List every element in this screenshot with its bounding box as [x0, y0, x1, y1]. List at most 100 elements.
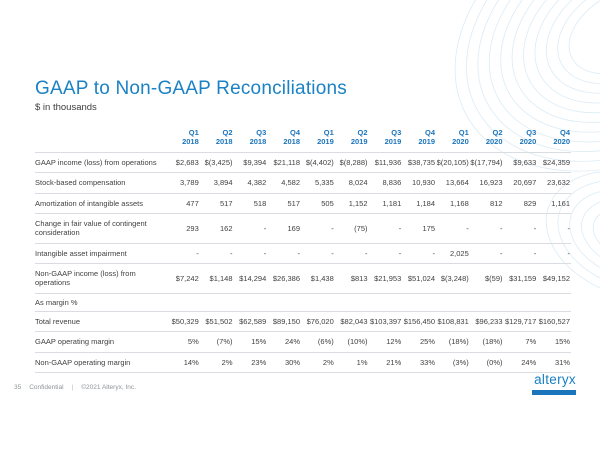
table-row: Non-GAAP operating margin 14% 2% 23% 30% 2% 1%…	[35, 352, 571, 373]
year-label: 2018	[182, 137, 199, 147]
row-label: Amortization of intangible assets	[35, 198, 143, 208]
alteryx-logo: alteryx	[532, 372, 576, 395]
table-cell: $(3,248)	[440, 273, 469, 283]
column-header: Q1 2019	[301, 126, 335, 152]
row-label: Intangible asset impairment	[35, 248, 127, 258]
table-cell: 2%	[221, 357, 233, 367]
alteryx-wordmark: alteryx	[534, 372, 576, 387]
table-cell: -	[567, 223, 571, 233]
table-cell: 4,382	[247, 178, 267, 188]
year-label: 2020	[519, 137, 537, 147]
year-label: 2020	[553, 137, 570, 147]
table-cell: 7%	[525, 337, 537, 347]
table-cell: 5%	[187, 337, 199, 347]
table-cell: -	[533, 248, 537, 258]
quarter-label: Q3	[256, 128, 267, 137]
table-cell: -	[331, 223, 334, 233]
table-cell: (10%)	[347, 337, 368, 347]
table-cell: (3%)	[452, 357, 469, 367]
table-cell: -	[500, 223, 503, 233]
year-label: 2018	[283, 137, 300, 147]
quarter-label: Q4	[559, 128, 570, 137]
year-label: 2020	[485, 137, 503, 147]
table-cell: $(3,425)	[204, 157, 233, 167]
table-cell: 8,024	[348, 178, 368, 188]
row-label: GAAP income (loss) from operations	[35, 157, 157, 167]
table-cell: 1,181	[382, 198, 402, 208]
table-cell: 16,923	[479, 178, 503, 188]
table-cell: 25%	[419, 337, 435, 347]
column-header: Q4 2020	[537, 126, 571, 152]
logo-underline-bar	[532, 390, 576, 395]
footer-separator: |	[71, 384, 74, 391]
table-cell: -	[500, 248, 503, 258]
table-cell: 175	[422, 223, 435, 233]
reconciliation-table-container: Q1 2018 Q2 2018 Q3 2018 Q4 2018 Q1 2019 Q2 2019 Q3 20…	[35, 126, 571, 373]
quarter-label: Q4	[289, 128, 300, 137]
table-cell: $51,024	[407, 273, 435, 283]
table-cell: 3,789	[179, 178, 199, 188]
row-label: Non-GAAP operating margin	[35, 357, 131, 367]
table-cell: 23,632	[547, 178, 570, 188]
column-header: Q4 2019	[402, 126, 436, 152]
table-cell: 1,184	[416, 198, 435, 208]
table-cell: 14%	[183, 357, 199, 367]
table-cell: 4,582	[281, 178, 300, 188]
year-label: 2019	[384, 137, 402, 147]
section-row: As margin %	[35, 293, 571, 311]
table-cell: 517	[287, 198, 300, 208]
footer-copyright: ©2021 Alteryx, Inc.	[81, 384, 136, 391]
quarter-label: Q1	[323, 128, 334, 137]
page-title: GAAP to Non-GAAP Reconciliations	[35, 78, 347, 99]
table-cell: $31,159	[509, 273, 537, 283]
table-cell: 293	[186, 223, 199, 233]
table-cell: $108,831	[437, 316, 469, 326]
table-cell: $11,936	[374, 157, 402, 167]
table-cell: (75)	[354, 223, 368, 233]
table-row: GAAP operating margin 5% (7%) 15% 24% (6%) (10…	[35, 331, 571, 352]
quarter-label: Q2	[222, 128, 233, 137]
table-cell: $62,589	[239, 316, 267, 326]
table-cell: $50,329	[171, 316, 199, 326]
table-cell: -	[466, 223, 469, 233]
table-cell: $76,020	[306, 316, 334, 326]
table-cell: $(59)	[484, 273, 503, 283]
table-cell: 812	[489, 198, 503, 208]
table-cell: $9,394	[243, 157, 267, 167]
header-spacer	[35, 126, 166, 152]
table-cell: $49,152	[542, 273, 570, 283]
table-cell: $129,717	[504, 316, 537, 326]
table-row: GAAP income (loss) from operations $2,683…	[35, 152, 571, 172]
table-cell: -	[263, 248, 267, 258]
table-cell: $24,359	[542, 157, 570, 167]
table-cell: -	[196, 248, 199, 258]
table-cell: $813	[350, 273, 368, 283]
table-cell: (0%)	[486, 357, 503, 367]
table-cell: $21,118	[273, 157, 300, 167]
table-cell: 23%	[251, 357, 267, 367]
table-row: Stock-based compensation 3,789 3,894 4,382 4…	[35, 172, 571, 193]
subtitle: $ in thousands	[35, 102, 97, 113]
year-label: 2018	[249, 137, 267, 147]
column-header: Q4 2018	[267, 126, 301, 152]
table-cell: -	[398, 223, 402, 233]
column-header: Q2 2020	[470, 126, 504, 152]
table-cell: 20,697	[513, 178, 537, 188]
table-cell: 3,894	[213, 178, 233, 188]
quarter-label: Q3	[526, 128, 537, 137]
footer: 35 Confidential | ©2021 Alteryx, Inc.	[14, 384, 136, 391]
table-cell: $21,953	[374, 273, 402, 283]
table-cell: 1,152	[348, 198, 368, 208]
table-cell: (6%)	[317, 337, 334, 347]
row-label: Non-GAAP income (loss) from operations	[35, 269, 136, 288]
table-row: Non-GAAP income (loss) from operations $7…	[35, 263, 571, 294]
column-header: Q1 2018	[166, 126, 200, 152]
quarter-label: Q2	[357, 128, 368, 137]
column-header: Q3 2020	[504, 126, 538, 152]
table-cell: (18%)	[448, 337, 469, 347]
footer-confidential: Confidential	[29, 384, 64, 391]
table-cell: $14,294	[239, 273, 267, 283]
table-row: Change in fair value of contingent consi…	[35, 213, 571, 243]
table-cell: -	[331, 248, 334, 258]
